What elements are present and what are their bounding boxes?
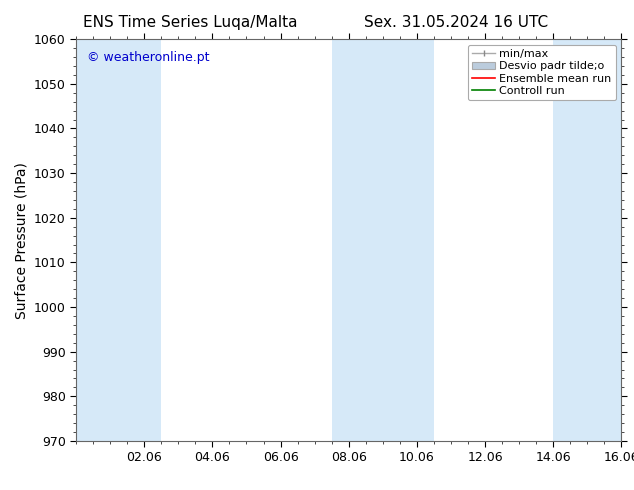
Y-axis label: Surface Pressure (hPa): Surface Pressure (hPa) <box>14 162 29 318</box>
Bar <box>76 39 161 441</box>
Text: ENS Time Series Luqa/Malta: ENS Time Series Luqa/Malta <box>83 15 297 30</box>
Legend: min/max, Desvio padr tilde;o, Ensemble mean run, Controll run: min/max, Desvio padr tilde;o, Ensemble m… <box>468 45 616 100</box>
Bar <box>553 39 621 441</box>
Bar <box>332 39 434 441</box>
Text: Sex. 31.05.2024 16 UTC: Sex. 31.05.2024 16 UTC <box>365 15 548 30</box>
Text: © weatheronline.pt: © weatheronline.pt <box>87 51 209 64</box>
